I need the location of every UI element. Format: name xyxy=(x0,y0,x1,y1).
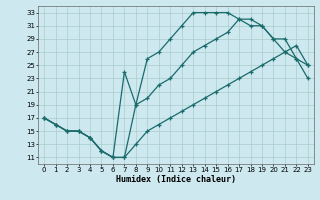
X-axis label: Humidex (Indice chaleur): Humidex (Indice chaleur) xyxy=(116,175,236,184)
